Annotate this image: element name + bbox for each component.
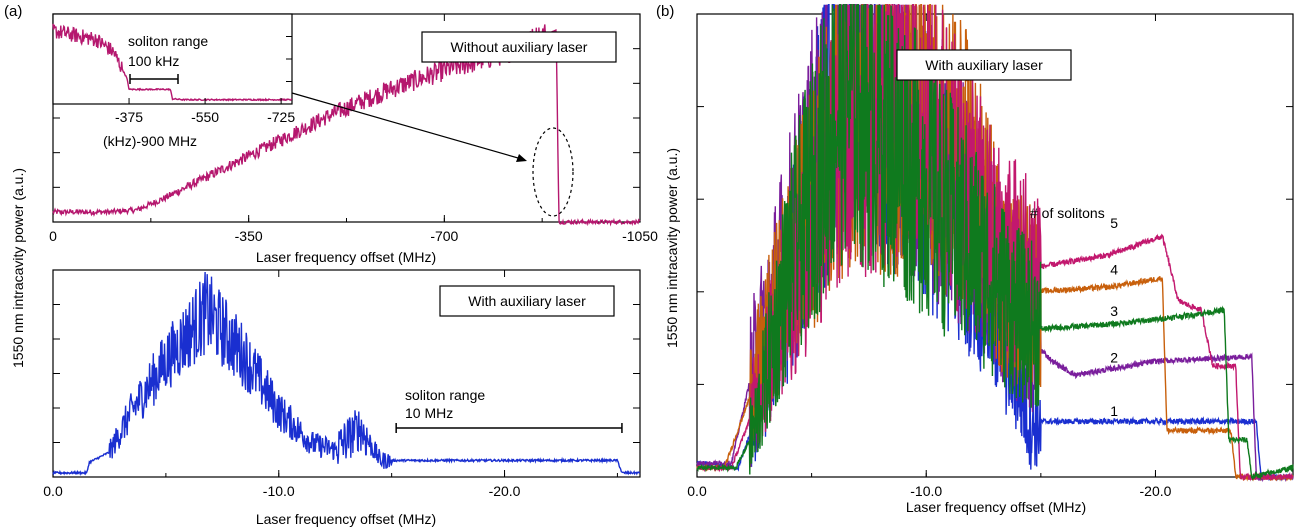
series-line-a-bottom	[52, 271, 641, 477]
inset-x-label: (kHz)-900 MHz	[103, 133, 197, 149]
x-label-b: Laser frequency offset (MHz)	[906, 499, 1086, 515]
legend-text-a-top: Without auxiliary laser	[451, 39, 588, 55]
inset-annotation-title: soliton range	[128, 33, 208, 49]
panel-a-label: (a)	[4, 3, 22, 20]
panel-b-series-labels: 1 2 3 4 5	[1110, 215, 1118, 419]
panel-b-label: (b)	[656, 3, 674, 20]
x-label-a-top: Laser frequency offset (MHz)	[256, 249, 436, 265]
series-label-4: 4	[1110, 262, 1118, 278]
inset-range-bar	[129, 74, 179, 84]
panel-a-top: 0 -350 -700 -1050 Without auxiliary laser L…	[49, 13, 658, 265]
callout-arrowhead	[516, 154, 527, 162]
series-line-inset	[52, 23, 293, 102]
a-bottom-annotation-title: soliton range	[405, 387, 485, 403]
panel-a-inset: -375 -550 -725 soliton range 100 kHz (kHz)…	[52, 13, 295, 149]
x-tick-label: -20.0	[1140, 483, 1172, 499]
inset-x-tick-label: -375	[115, 109, 143, 125]
panel-a-y-label: 1550 nm intracavity power (a.u.)	[10, 168, 26, 368]
a-bottom-range-bar	[395, 423, 623, 433]
legend-box-a-top	[421, 31, 617, 63]
x-tick-label: -10.0	[910, 483, 942, 499]
a-bottom-annotation-value: 10 MHz	[405, 405, 453, 421]
legend-box-a-bottom	[439, 285, 615, 317]
panel-a-bottom-series	[52, 271, 641, 477]
inset-x-tick-label: -550	[191, 109, 219, 125]
series-label-3: 3	[1110, 303, 1118, 319]
panel-a-bottom: 0.0 -10.0 -20.0 With auxiliary laser solit…	[43, 269, 641, 527]
inset-annotation-value: 100 kHz	[128, 53, 179, 69]
x-tick-label: -700	[430, 228, 458, 244]
x-tick-label: 0.0	[43, 483, 63, 499]
callout-arrow	[291, 92, 526, 161]
y-label-b: 1550 nm intracavity power (a.u.)	[664, 148, 680, 348]
series-label-1: 1	[1110, 403, 1118, 419]
panel-b-ticks: 0.0 -10.0 -20.0	[687, 14, 1293, 499]
inset-x-tick-label: -725	[267, 109, 295, 125]
series-line-b-3-solitons	[696, 3, 1294, 481]
legend-box-b	[896, 49, 1072, 81]
x-label-a-bottom: Laser frequency offset (MHz)	[256, 511, 436, 527]
legend-text-b: With auxiliary laser	[925, 57, 1043, 73]
x-tick-label: -20.0	[489, 483, 521, 499]
inset-series	[52, 23, 293, 102]
x-tick-label: -1050	[622, 228, 658, 244]
series-label-5: 5	[1110, 215, 1118, 231]
x-tick-label: -10.0	[263, 483, 295, 499]
series-label-2: 2	[1110, 350, 1118, 366]
x-tick-label: 0.0	[687, 483, 707, 499]
x-tick-label: -350	[235, 228, 263, 244]
inset-ticks: -375 -550 -725	[115, 36, 295, 125]
panel-b-series	[696, 3, 1294, 483]
callout-ellipse	[532, 127, 574, 217]
legend-title-b: # of solitons	[1030, 205, 1105, 221]
x-tick-label: 0	[49, 228, 57, 244]
panel-a-bottom-ticks: 0.0 -10.0 -20.0	[43, 270, 640, 499]
legend-text-a-bottom: With auxiliary laser	[468, 293, 586, 309]
panel-b-frame	[696, 13, 1294, 478]
panel-b: 0.0 -10.0 -20.0 With auxiliary laser # of …	[664, 3, 1294, 515]
